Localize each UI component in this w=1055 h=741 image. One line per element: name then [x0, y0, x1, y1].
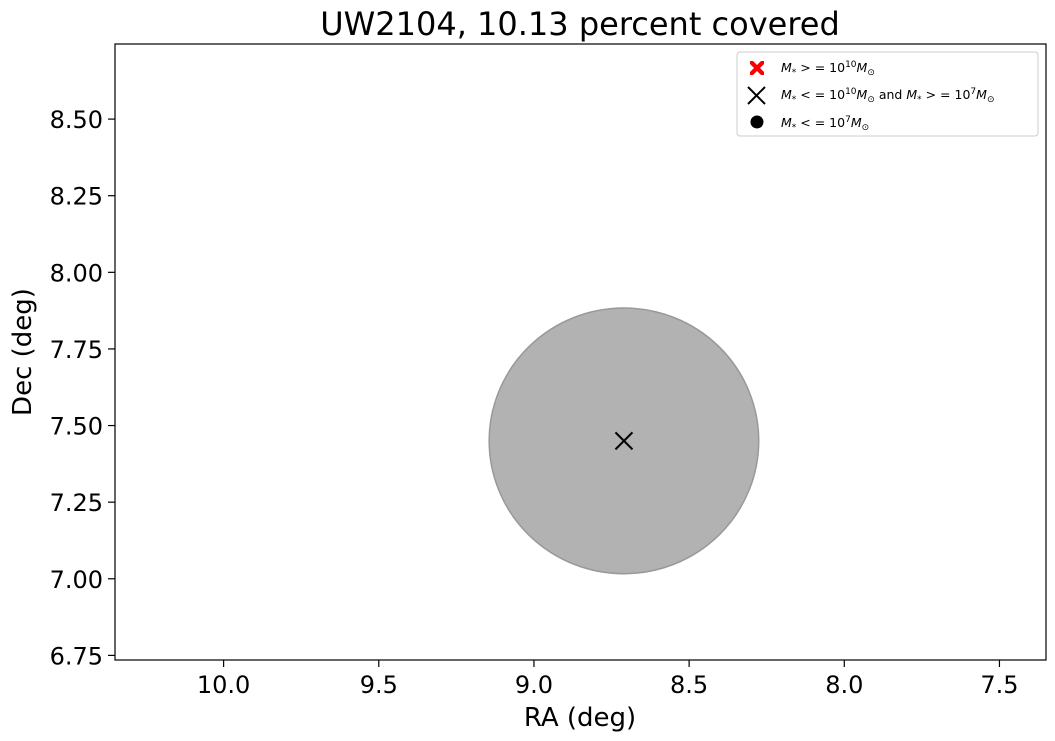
x-tick-label: 9.5	[360, 671, 398, 699]
y-tick-label: 7.00	[50, 566, 103, 594]
x-axis-label: RA (deg)	[524, 703, 636, 733]
y-tick-label: 8.25	[50, 183, 103, 211]
y-tick-label: 8.50	[50, 106, 103, 134]
filled-x-marker-icon	[750, 61, 764, 75]
chart-title: UW2104, 10.13 percent covered	[320, 5, 840, 43]
x-tick-label: 9.0	[515, 671, 553, 699]
y-tick-label: 6.75	[50, 642, 103, 670]
x-marker-icon	[747, 86, 766, 105]
x-tick-label: 10.0	[197, 671, 250, 699]
legend: M* > = 1010M⊙ M* < = 1010M⊙ and M* > = 1…	[736, 51, 1039, 137]
x-tick-label: 7.5	[980, 671, 1018, 699]
legend-entry-mid-mass: M* < = 1010M⊙ and M* > = 107M⊙	[747, 86, 995, 105]
y-axis-ticks: 6.75 7.00 7.25 7.50 7.75 8.00 8.25 8.50	[50, 106, 115, 670]
x-axis-ticks: 10.0 9.5 9.0 8.5 8.0 7.5	[197, 660, 1019, 699]
points-layer	[614, 431, 634, 451]
x-tick-label: 8.0	[825, 671, 863, 699]
legend-entry-low-mass: M* < = 107M⊙	[750, 115, 869, 133]
data-point-x-marker	[614, 431, 634, 451]
legend-label-mid-mass: M* < = 1010M⊙ and M* > = 107M⊙	[781, 87, 995, 105]
y-axis-label: Dec (deg)	[8, 288, 38, 416]
x-tick-label: 8.5	[670, 671, 708, 699]
y-tick-label: 7.50	[50, 413, 103, 441]
dot-marker-icon	[750, 115, 764, 129]
legend-box	[736, 51, 1039, 137]
y-tick-label: 7.25	[50, 489, 103, 517]
y-tick-label: 8.00	[50, 259, 103, 287]
y-tick-label: 7.75	[50, 336, 103, 364]
